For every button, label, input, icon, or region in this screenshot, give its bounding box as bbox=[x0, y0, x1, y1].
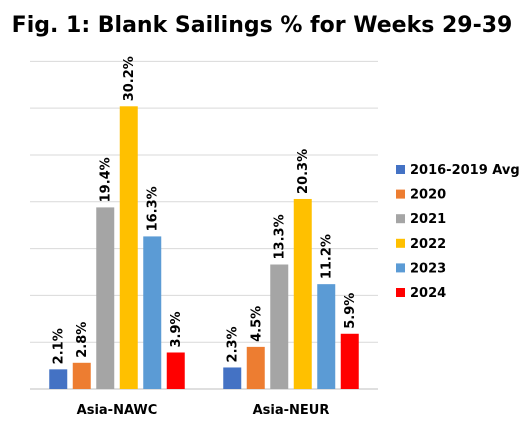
legend-label: 2020 bbox=[410, 188, 446, 203]
data-label: 11.2% bbox=[320, 234, 335, 279]
legend-swatch bbox=[396, 189, 405, 199]
bar-asia-neur-2022 bbox=[293, 198, 312, 389]
bar-asia-nawc-2023 bbox=[143, 236, 162, 389]
data-label: 3.9% bbox=[169, 311, 184, 347]
data-label: 5.9% bbox=[343, 293, 358, 329]
data-labels: 2.1% 2.8% 19.4% 30.2% 16.3% 3.9% 2.3% 4.5% 13.3%… bbox=[52, 56, 359, 364]
data-label: 2.3% bbox=[226, 326, 241, 362]
bar-asia-neur-2024 bbox=[340, 333, 359, 389]
category-label: Asia-NAWC bbox=[77, 403, 158, 418]
bar-asia-nawc-2020 bbox=[72, 362, 91, 389]
data-label: 2.8% bbox=[75, 322, 90, 358]
legend-label: 2021 bbox=[410, 212, 446, 227]
gridlines bbox=[30, 60, 378, 390]
data-label: 30.2% bbox=[122, 56, 137, 101]
bar-asia-nawc-2022 bbox=[119, 106, 138, 390]
bar-asia-neur-2020 bbox=[246, 346, 265, 389]
bar-asia-nawc-2016-2019-avg bbox=[49, 369, 68, 389]
data-label: 13.3% bbox=[273, 214, 288, 259]
legend-label: 2022 bbox=[410, 237, 446, 252]
legend-swatch bbox=[396, 214, 405, 224]
bar-asia-neur-2016-2019-avg bbox=[223, 367, 242, 389]
data-label: 16.3% bbox=[146, 186, 161, 231]
category-label: Asia-NEUR bbox=[253, 403, 330, 418]
chart-title: Fig. 1: Blank Sailings % for Weeks 29-39 bbox=[12, 13, 513, 38]
data-label: 19.4% bbox=[99, 157, 114, 202]
legend-swatch bbox=[396, 263, 405, 273]
legend-label: 2016-2019 Avg bbox=[410, 163, 520, 178]
legend-swatch bbox=[396, 288, 405, 297]
bar-asia-neur-2021 bbox=[270, 264, 289, 389]
data-label: 2.1% bbox=[52, 328, 67, 364]
data-label: 4.5% bbox=[249, 306, 264, 342]
legend-swatch bbox=[396, 165, 405, 174]
bar-asia-nawc-2021 bbox=[96, 207, 115, 389]
category-labels: Asia-NAWC Asia-NEUR bbox=[77, 403, 330, 418]
legend: 2016-2019 Avg 2020 2021 2022 2023 2024 bbox=[396, 163, 520, 301]
bars bbox=[49, 106, 359, 390]
data-label: 20.3% bbox=[296, 149, 311, 194]
legend-label: 2024 bbox=[410, 286, 446, 301]
legend-swatch bbox=[396, 238, 405, 248]
bar-asia-nawc-2024 bbox=[166, 352, 185, 389]
legend-label: 2023 bbox=[410, 261, 446, 276]
bar-asia-neur-2023 bbox=[317, 284, 336, 389]
